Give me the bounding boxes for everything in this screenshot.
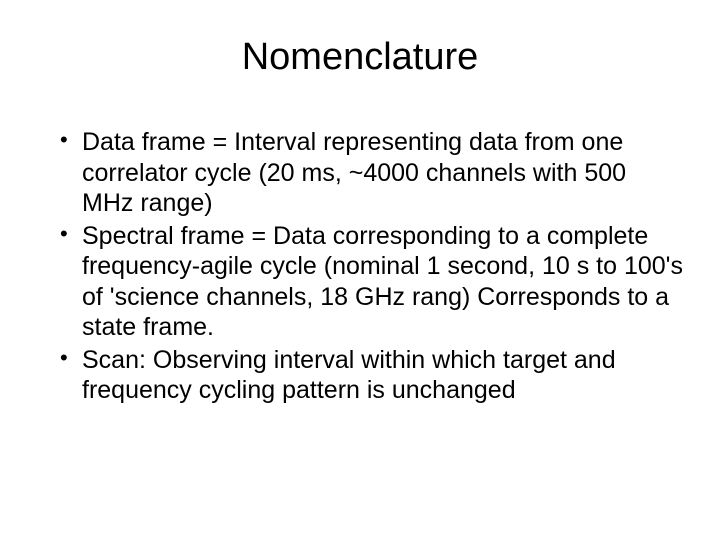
bullet-item: Scan: Observing interval within which ta…	[60, 345, 684, 406]
slide-title: Nomenclature	[36, 36, 684, 79]
slide: Nomenclature Data frame = Interval repre…	[0, 0, 720, 540]
bullet-item: Spectral frame = Data corresponding to a…	[60, 221, 684, 343]
bullet-list: Data frame = Interval representing data …	[36, 127, 684, 406]
bullet-item: Data frame = Interval representing data …	[60, 127, 684, 219]
